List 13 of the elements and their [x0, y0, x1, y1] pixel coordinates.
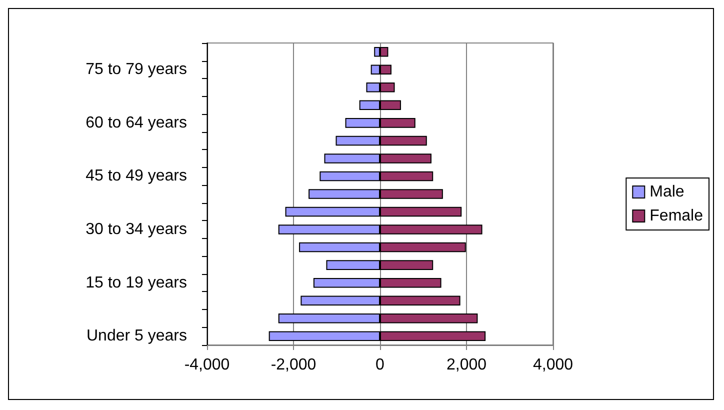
x-tick-label: 0 [376, 356, 385, 374]
x-tick-label: 4,000 [532, 356, 574, 374]
y-tick-label: 75 to 79 years [86, 61, 187, 78]
y-tick-label: 15 to 19 years [86, 274, 187, 292]
x-tick-label: 2,000 [446, 356, 487, 374]
y-tick-label: 45 to 49 years [86, 168, 187, 185]
x-tick-label: -2,000 [270, 356, 316, 374]
y-tick-label: 30 to 34 years [86, 221, 187, 238]
legend-label: Female [650, 208, 704, 224]
y-tick-label: Under 5 years [86, 328, 187, 345]
legend-label: Male [650, 184, 684, 200]
y-tick-label: 60 to 64 years [86, 114, 187, 132]
x-tick-label: -4,000 [184, 356, 230, 374]
